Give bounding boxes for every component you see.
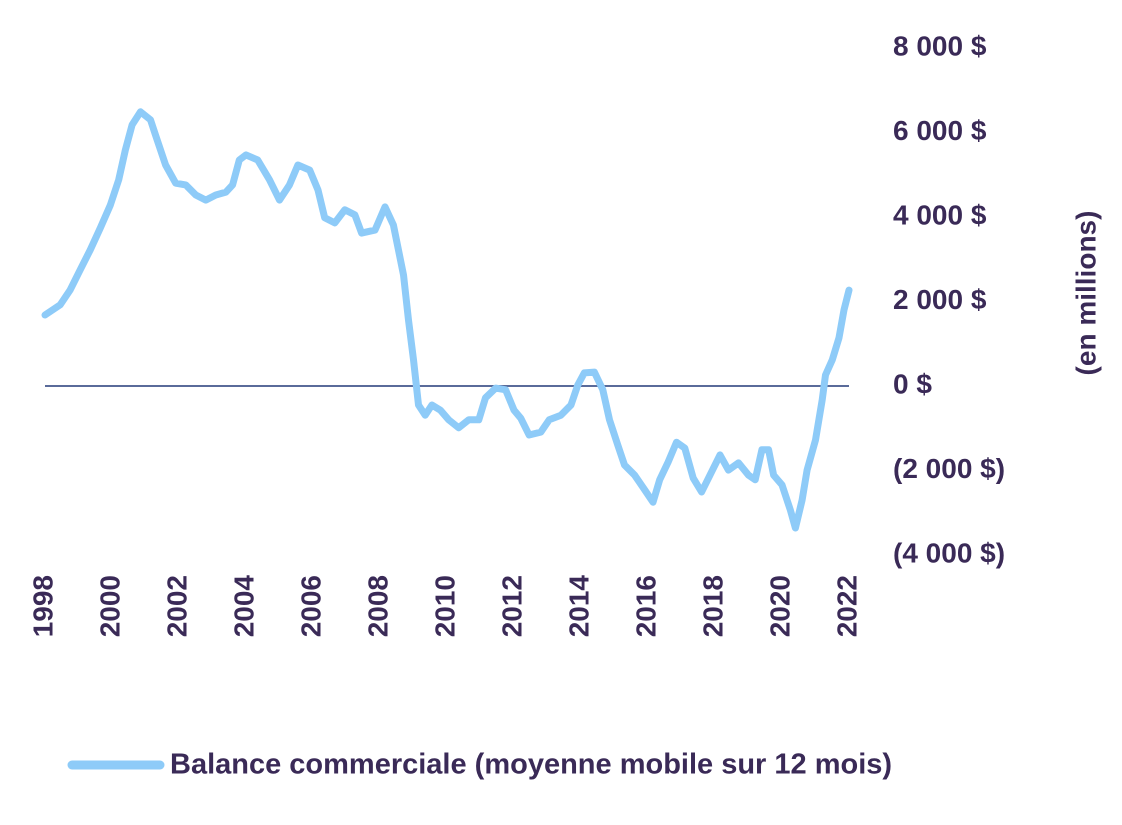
x-tick-label: 2000 xyxy=(94,575,125,637)
x-tick-label: 2018 xyxy=(697,575,728,637)
y-tick-label: 6 000 $ xyxy=(893,115,987,146)
y-tick-label: (4 000 $) xyxy=(893,537,1005,568)
y-axis-label: (en millions) xyxy=(1070,211,1101,376)
y-tick-label: 2 000 $ xyxy=(893,284,987,315)
x-tick-label: 2022 xyxy=(831,575,862,637)
x-tick-label: 2010 xyxy=(429,575,460,637)
y-tick-label: 0 $ xyxy=(893,368,932,399)
data-line xyxy=(41,108,853,532)
x-tick-label: 2016 xyxy=(630,575,661,637)
x-tick-label: 2006 xyxy=(295,575,326,637)
x-tick-label: 2002 xyxy=(161,575,192,637)
y-tick-label: (2 000 $) xyxy=(893,453,1005,484)
x-tick-label: 2004 xyxy=(228,575,259,638)
y-tick-label: 4 000 $ xyxy=(893,199,987,230)
x-tick-label: 2008 xyxy=(362,575,393,637)
y-tick-label: 8 000 $ xyxy=(893,30,987,61)
x-tick-label: 2020 xyxy=(764,575,795,637)
legend-label: Balance commerciale (moyenne mobile sur … xyxy=(170,749,892,781)
x-tick-label: 2012 xyxy=(496,575,527,637)
x-tick-label: 2014 xyxy=(563,575,594,638)
x-tick-label: 1998 xyxy=(27,575,58,637)
